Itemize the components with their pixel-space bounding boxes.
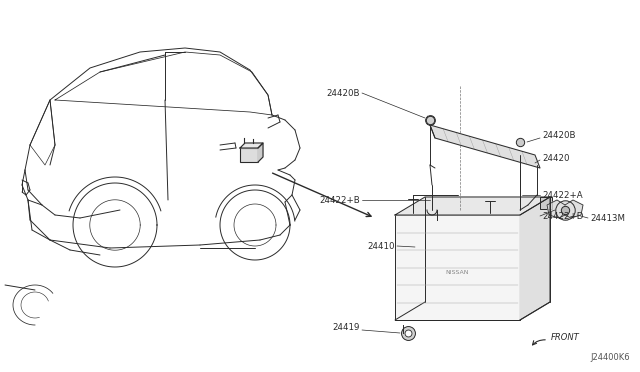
Polygon shape <box>240 143 263 148</box>
Bar <box>240 148 258 162</box>
Polygon shape <box>565 200 583 218</box>
Polygon shape <box>430 125 540 168</box>
Polygon shape <box>520 197 550 320</box>
Polygon shape <box>547 200 565 218</box>
Polygon shape <box>258 143 263 162</box>
Polygon shape <box>395 197 550 215</box>
Text: 24422+D: 24422+D <box>542 212 584 221</box>
Text: 24420B: 24420B <box>326 89 360 97</box>
Text: 24420B: 24420B <box>542 131 575 140</box>
Text: 24419: 24419 <box>333 324 360 333</box>
Bar <box>395 215 520 320</box>
Text: 24410: 24410 <box>367 241 395 250</box>
Text: 24422+A: 24422+A <box>542 190 582 199</box>
Bar <box>540 197 552 209</box>
Text: J24400K6: J24400K6 <box>590 353 630 362</box>
Text: NISSAN: NISSAN <box>445 269 468 275</box>
Text: 24422+B: 24422+B <box>319 196 360 205</box>
Text: 24413M: 24413M <box>590 214 625 222</box>
Text: FRONT: FRONT <box>551 334 580 343</box>
Text: 24420: 24420 <box>542 154 570 163</box>
